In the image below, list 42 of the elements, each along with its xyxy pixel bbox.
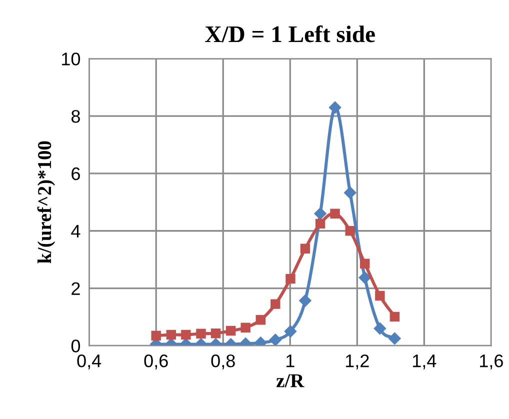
y-tick-label: 2 <box>72 282 80 295</box>
point <box>270 299 280 309</box>
x-axis-title: z/R <box>276 374 304 388</box>
point <box>345 226 355 236</box>
y-axis-title: k/(uref^2)*100 <box>37 141 56 264</box>
point <box>286 274 296 284</box>
x-tick-label: 0,8 <box>211 354 235 370</box>
point <box>344 186 356 199</box>
y-tick-label: 0 <box>71 340 80 352</box>
y-tick-label: 4 <box>71 224 80 238</box>
x-tick-label: 0,6 <box>144 354 168 370</box>
x-tick-label: 0,4 <box>77 354 102 370</box>
point <box>196 328 206 338</box>
y-tick-label: 6 <box>72 167 80 180</box>
point <box>181 330 191 340</box>
point <box>375 290 385 301</box>
point <box>210 328 221 338</box>
point <box>240 322 250 332</box>
point <box>314 208 326 220</box>
x-tick-label: 1,4 <box>412 354 436 370</box>
point <box>226 326 236 336</box>
y-tick-label: 8 <box>71 110 80 123</box>
point <box>151 330 161 340</box>
point <box>328 101 342 114</box>
y-tick-label: 10 <box>62 52 80 66</box>
point <box>166 330 176 340</box>
point <box>390 312 400 322</box>
point <box>315 218 326 229</box>
x-tick-label: 1,6 <box>480 354 503 370</box>
point <box>256 314 266 325</box>
point <box>358 272 371 284</box>
x-tick-label: 1,2 <box>346 354 369 370</box>
point <box>330 208 340 219</box>
point <box>300 244 310 254</box>
point <box>388 332 401 345</box>
chart-title: X/D = 1 Left side <box>205 25 375 42</box>
point <box>374 322 386 335</box>
point <box>299 294 312 307</box>
x-tick-label: 1 <box>286 354 294 368</box>
point <box>269 334 282 346</box>
point <box>284 325 297 338</box>
point <box>360 258 370 268</box>
